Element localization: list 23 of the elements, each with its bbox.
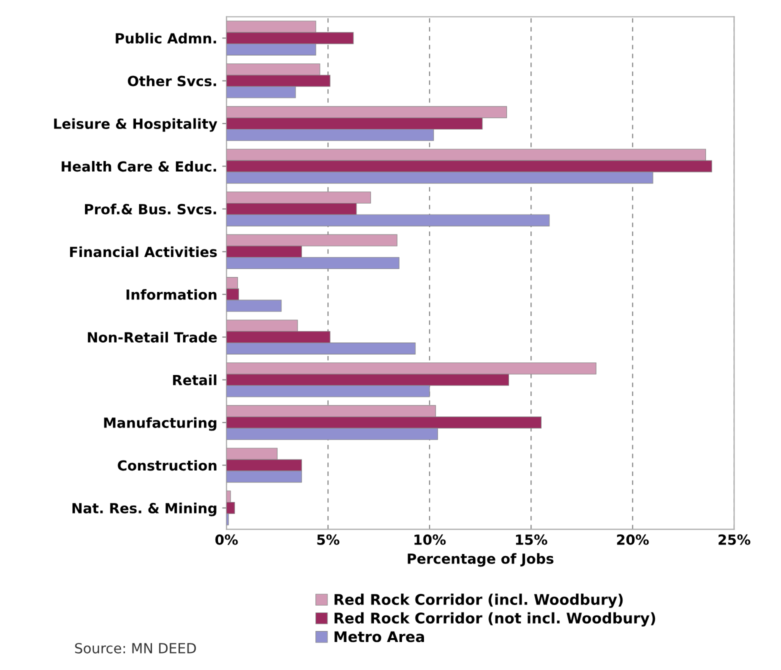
x-tick-label: 25% <box>718 534 750 545</box>
x-tick-label: 20% <box>617 534 649 545</box>
x-tick-label: 10% <box>414 534 446 545</box>
y-tick-label: Non-Retail Trade <box>88 332 217 343</box>
x-tick-label: 5% <box>317 534 340 545</box>
legend-label: Red Rock Corridor (incl. Woodbury) <box>334 594 623 608</box>
y-tick-label: Health Care & Educ. <box>62 160 216 172</box>
legend-label: Metro Area <box>334 631 424 642</box>
y-tick-label: Construction <box>118 460 216 471</box>
x-axis-title: Percentage of Jobs <box>408 553 554 567</box>
x-tick-label: 0% <box>215 534 238 545</box>
legend-label: Red Rock Corridor (not incl. Woodbury) <box>334 612 656 627</box>
y-tick-label: Nat. Res. & Mining <box>72 502 216 516</box>
y-tick-label: Public Admn. <box>116 32 216 44</box>
y-tick-label: Other Svcs. <box>128 76 216 86</box>
y-tick-label: Information <box>126 289 216 300</box>
y-tick-label: Financial Activities <box>70 246 217 258</box>
y-tick-label: Retail <box>173 374 216 386</box>
source-note: Source: MN DEED <box>75 642 196 654</box>
y-tick-label: Manufacturing <box>104 417 216 431</box>
y-tick-label: Leisure & Hospitality <box>54 118 218 132</box>
y-tick-label: Prof.& Bus. Svcs. <box>84 204 216 214</box>
x-tick-label: 15% <box>516 534 548 545</box>
